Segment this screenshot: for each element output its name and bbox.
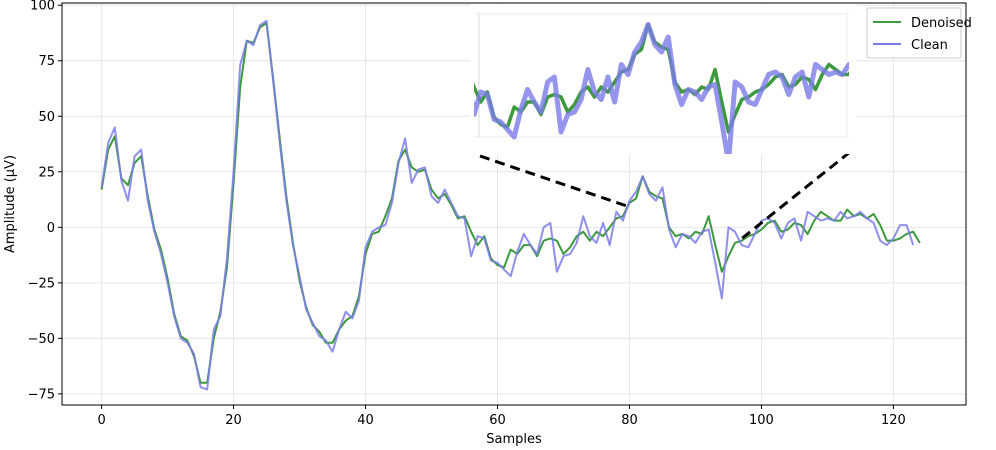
y-tick-label: −25 xyxy=(28,276,55,291)
x-axis-label: Samples xyxy=(486,432,542,447)
x-tick-label: 100 xyxy=(749,413,774,428)
inset-zoom xyxy=(470,4,856,154)
x-tick-label: 20 xyxy=(225,413,242,428)
legend-label-denoised: Denoised xyxy=(911,16,972,31)
inset-series-line-clean xyxy=(474,22,849,154)
series-line-clean xyxy=(100,19,915,391)
y-tick-label: 100 xyxy=(30,0,55,14)
y-tick-label: 75 xyxy=(38,54,55,69)
x-tick-label: 120 xyxy=(881,413,906,428)
inset-connector-left xyxy=(479,154,630,209)
ticks: 0 20 40 60 80 100 120 −75 −50 −25 0 25 50 75 100 xyxy=(28,0,906,428)
inset-background xyxy=(470,4,856,154)
x-tick-label: 40 xyxy=(357,413,374,428)
x-tick-label: 60 xyxy=(489,413,506,428)
legend-box xyxy=(866,7,962,59)
y-axis-label: Amplitude (µV) xyxy=(3,155,18,253)
legend-label-clean: Clean xyxy=(911,38,948,53)
inset-connector-right xyxy=(740,150,851,240)
y-tick-label: 50 xyxy=(38,110,55,125)
y-tick-label: 25 xyxy=(38,165,55,180)
legend: Denoised Clean xyxy=(866,7,972,59)
x-tick-label: 80 xyxy=(621,413,638,428)
y-tick-label: 0 xyxy=(47,221,55,236)
axes-frame xyxy=(61,2,967,406)
x-tick-label: 0 xyxy=(97,413,105,428)
series-layer xyxy=(100,19,921,391)
inset-connectors xyxy=(479,150,851,240)
y-tick-label: −75 xyxy=(28,387,55,402)
inset-series xyxy=(474,22,849,154)
y-tick-label: −50 xyxy=(28,332,55,347)
